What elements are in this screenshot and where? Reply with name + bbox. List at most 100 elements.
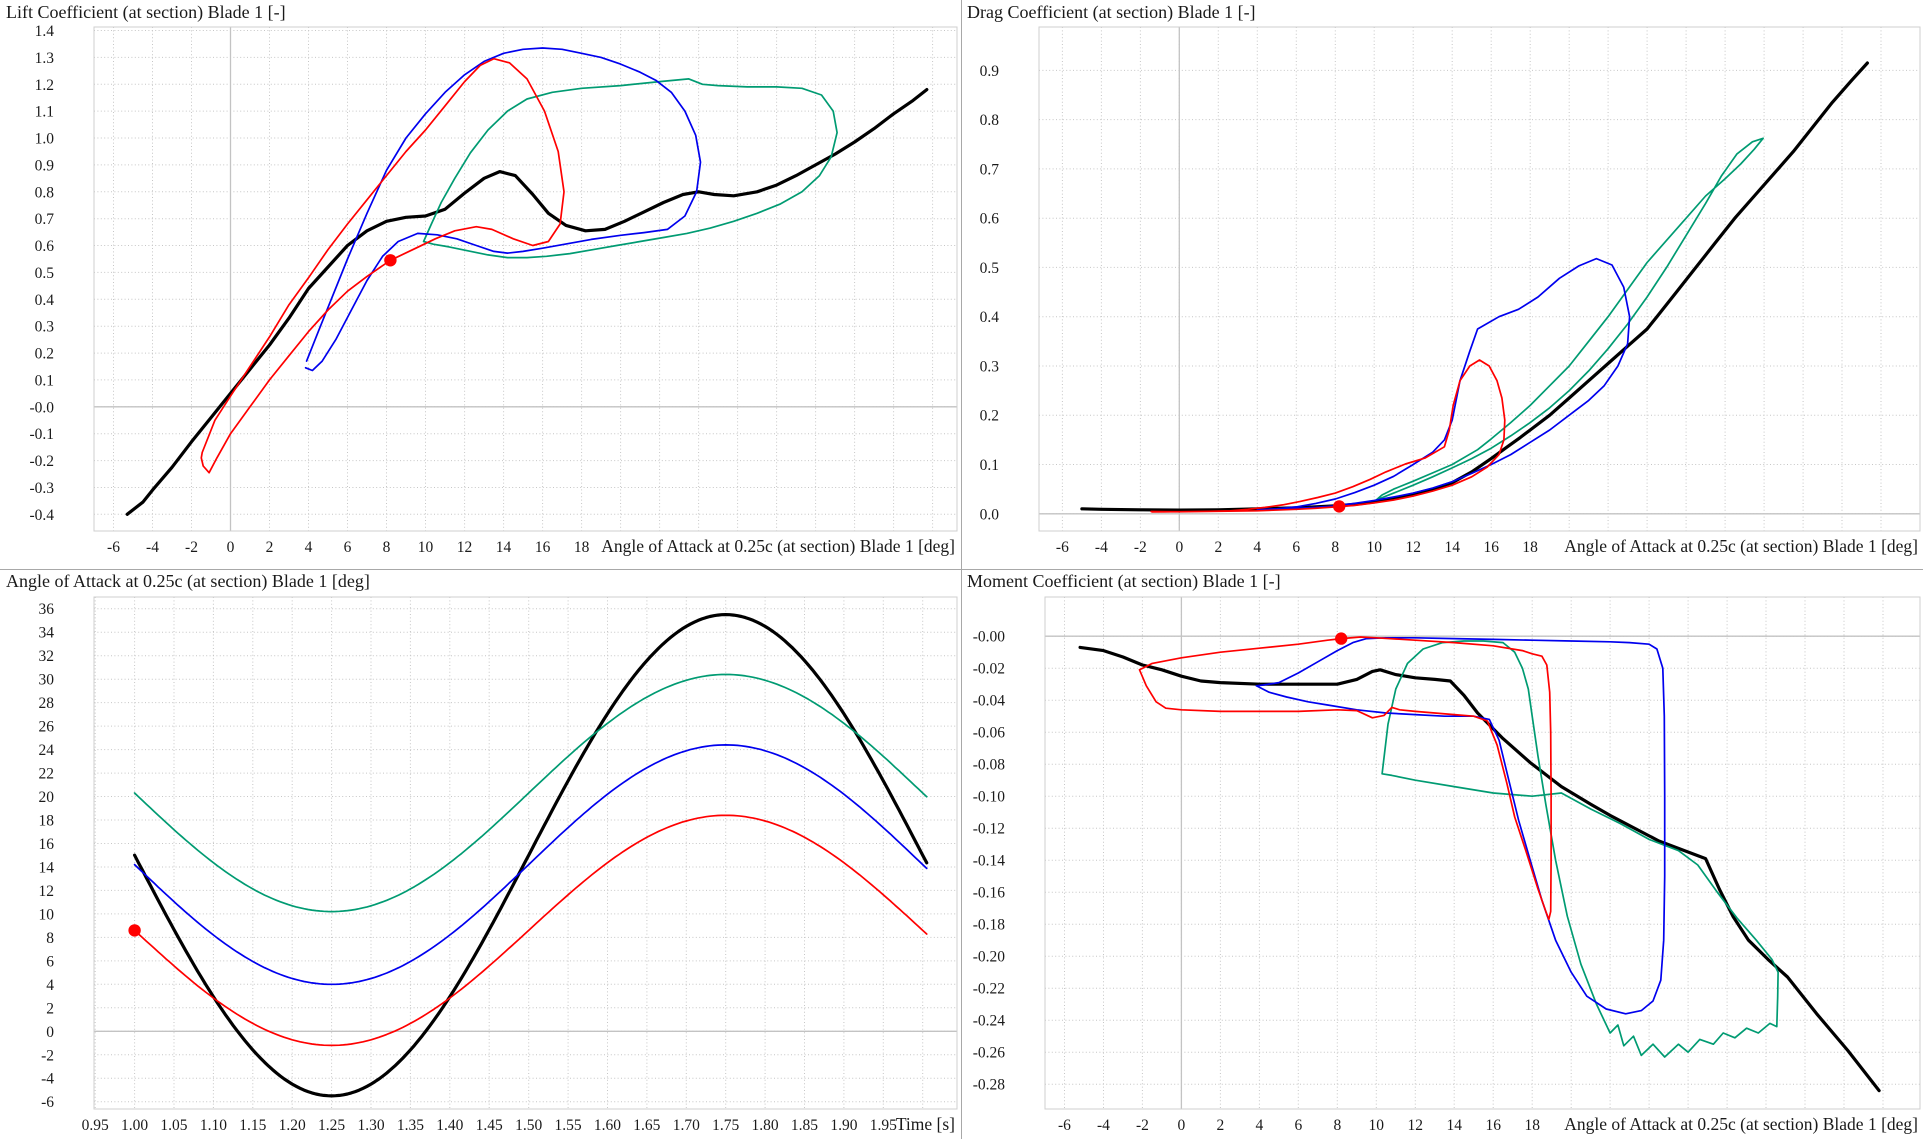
- svg-text:1.95: 1.95: [870, 1117, 897, 1134]
- svg-text:0: 0: [46, 1024, 54, 1041]
- svg-text:0.7: 0.7: [980, 161, 1000, 178]
- series-blue-drag[interactable]: [1256, 257, 1631, 511]
- plot-canvas-aoa-time[interactable]: -6-4-20246810121416182022242628303234360…: [0, 569, 961, 1139]
- svg-text:1.75: 1.75: [712, 1117, 739, 1134]
- plot-canvas-drag[interactable]: 0.0 0.1 0.2 0.3 0.4 0.5 0.6 0.7 0.8 0.9 -6 -4 -2 0 2 4 6…: [961, 0, 1923, 569]
- current-position-marker-lift: [384, 254, 397, 267]
- svg-text:-0.12: -0.12: [973, 821, 1005, 838]
- series-blue-aoa-time[interactable]: [133, 744, 928, 986]
- svg-text:10: 10: [1366, 539, 1382, 556]
- svg-text:18: 18: [574, 539, 590, 556]
- zero-axes-moment: [1045, 597, 1920, 1109]
- tick-labels-moment: -0.28 -0.26 -0.24 -0.22 -0.20 -0.18 -0.16 -0.14…: [973, 629, 1540, 1134]
- grid-aoa-time: [94, 597, 957, 1109]
- plot-title-drag: Drag Coefficient (at section) Blade 1 [-…: [967, 2, 1256, 22]
- series-black-drag[interactable]: [1080, 61, 1869, 512]
- svg-text:14: 14: [1444, 539, 1460, 556]
- svg-text:34: 34: [39, 625, 55, 642]
- series-black-moment[interactable]: [1078, 645, 1881, 1093]
- current-position-marker-aoa-time: [128, 924, 141, 937]
- svg-text:-2: -2: [1134, 539, 1147, 556]
- svg-text:0.0: 0.0: [980, 506, 1000, 523]
- svg-text:20: 20: [39, 789, 55, 806]
- svg-text:28: 28: [39, 695, 55, 712]
- svg-text:6: 6: [1292, 539, 1300, 556]
- plot-panel-drag-coefficient[interactable]: Drag Coefficient (at section) Blade 1 [-…: [961, 0, 1923, 569]
- series-black-aoa-time[interactable]: [133, 613, 929, 1098]
- series-red-moment[interactable]: [1138, 636, 1552, 921]
- svg-text:12: 12: [1408, 1117, 1424, 1134]
- svg-text:1.1: 1.1: [35, 104, 54, 121]
- plot-canvas-moment[interactable]: -0.28 -0.26 -0.24 -0.22 -0.20 -0.18 -0.16 -0.14…: [961, 569, 1923, 1139]
- svg-text:1.70: 1.70: [673, 1117, 700, 1134]
- plot-title-lift: Lift Coefficient (at section) Blade 1 [-…: [6, 2, 286, 22]
- svg-text:26: 26: [39, 719, 55, 736]
- svg-text:0.4: 0.4: [980, 309, 1000, 326]
- svg-text:-0.1: -0.1: [29, 426, 54, 443]
- svg-text:-0.26: -0.26: [973, 1045, 1006, 1062]
- series-teal-lift[interactable]: [422, 78, 838, 259]
- series-group-drag: [1080, 61, 1869, 513]
- svg-text:1.35: 1.35: [397, 1117, 424, 1134]
- svg-text:-0.22: -0.22: [973, 981, 1005, 998]
- plot-panel-moment-coefficient[interactable]: Moment Coefficient (at section) Blade 1 …: [961, 569, 1923, 1139]
- series-red-lift[interactable]: [200, 57, 565, 474]
- svg-text:6: 6: [344, 539, 352, 556]
- plot-panel-lift-coefficient[interactable]: Lift Coefficient (at section) Blade 1 [-…: [0, 0, 961, 569]
- svg-text:24: 24: [39, 742, 55, 759]
- svg-text:8: 8: [1333, 1117, 1341, 1134]
- series-teal-drag[interactable]: [1375, 137, 1764, 501]
- series-blue-lift[interactable]: [304, 47, 702, 372]
- series-red-drag[interactable]: [1150, 359, 1506, 513]
- svg-text:8: 8: [383, 539, 391, 556]
- x-axis-title-lift: Angle of Attack at 0.25c (at section) Bl…: [601, 536, 955, 556]
- svg-text:32: 32: [39, 648, 55, 665]
- svg-text:10: 10: [1369, 1117, 1385, 1134]
- svg-text:12: 12: [1405, 539, 1421, 556]
- svg-text:0.95: 0.95: [82, 1117, 109, 1134]
- svg-text:1.65: 1.65: [633, 1117, 660, 1134]
- series-red-aoa-time[interactable]: [133, 814, 928, 1047]
- svg-text:-0.2: -0.2: [29, 453, 54, 470]
- plot-canvas-lift[interactable]: -0.4 -0.3 -0.2 -0.1 -0.0 0.1 0.2 0.3 0.4 0.5 0.6 0.…: [0, 0, 961, 569]
- series-group-moment: [1078, 636, 1881, 1093]
- svg-text:8: 8: [1331, 539, 1339, 556]
- svg-text:1.3: 1.3: [35, 50, 55, 67]
- svg-text:-4: -4: [1097, 1117, 1110, 1134]
- series-black-lift[interactable]: [125, 88, 929, 516]
- svg-text:0.5: 0.5: [35, 265, 55, 282]
- svg-text:-0.06: -0.06: [973, 725, 1006, 742]
- svg-text:1.55: 1.55: [554, 1117, 581, 1134]
- svg-text:4: 4: [1255, 1117, 1263, 1134]
- svg-text:-2: -2: [41, 1047, 54, 1064]
- svg-text:22: 22: [39, 766, 55, 783]
- panel-splitter-horizontal[interactable]: [0, 569, 1923, 570]
- svg-text:18: 18: [39, 813, 55, 830]
- series-blue-moment[interactable]: [1255, 636, 1666, 1015]
- zero-axes-lift: [94, 27, 957, 531]
- svg-text:-0.16: -0.16: [973, 885, 1006, 902]
- series-teal-moment[interactable]: [1381, 640, 1779, 1058]
- svg-text:-0.04: -0.04: [973, 693, 1006, 710]
- svg-text:0.5: 0.5: [980, 260, 1000, 277]
- tick-labels-drag: 0.0 0.1 0.2 0.3 0.4 0.5 0.6 0.7 0.8 0.9 -6 -4 -2 0 2 4 6…: [980, 63, 1539, 556]
- plot-title-aoa-time: Angle of Attack at 0.25c (at section) Bl…: [6, 571, 370, 591]
- svg-text:0.4: 0.4: [35, 292, 55, 309]
- svg-text:1.05: 1.05: [160, 1117, 187, 1134]
- series-teal-aoa-time[interactable]: [133, 673, 928, 913]
- svg-text:1.85: 1.85: [791, 1117, 818, 1134]
- svg-text:-6: -6: [1056, 539, 1069, 556]
- svg-text:2: 2: [1214, 539, 1222, 556]
- svg-text:-4: -4: [41, 1071, 54, 1088]
- svg-text:1.15: 1.15: [239, 1117, 266, 1134]
- svg-text:1.10: 1.10: [200, 1117, 227, 1134]
- svg-text:2: 2: [46, 1000, 54, 1017]
- svg-text:-2: -2: [185, 539, 198, 556]
- plot-panel-angle-of-attack-time[interactable]: Angle of Attack at 0.25c (at section) Bl…: [0, 569, 961, 1139]
- svg-text:-0.20: -0.20: [973, 949, 1006, 966]
- svg-text:-6: -6: [1058, 1117, 1071, 1134]
- current-position-marker-drag: [1333, 500, 1346, 513]
- svg-text:-0.00: -0.00: [973, 629, 1006, 646]
- tick-labels-aoa-time: -6-4-20246810121416182022242628303234360…: [39, 601, 898, 1134]
- zero-axes-drag: [1039, 27, 1920, 531]
